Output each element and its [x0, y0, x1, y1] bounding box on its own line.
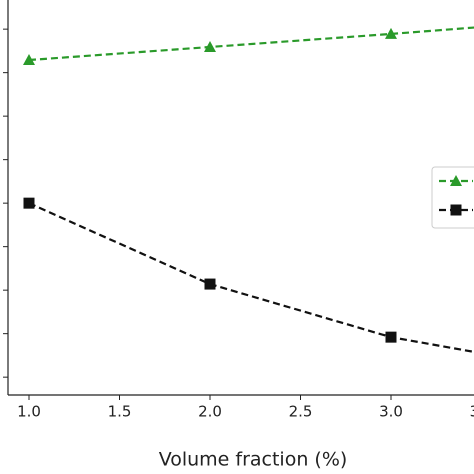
x-tick-label: 3.0: [379, 403, 403, 421]
legend-marker: [450, 175, 462, 186]
marker-square: [23, 197, 35, 209]
x-tick-label: 3.5: [470, 403, 474, 421]
series-line: [28, 26, 474, 62]
marker-triangle: [22, 54, 35, 66]
x-tick-label: 2.0: [198, 403, 222, 421]
legend-marker: [450, 204, 462, 216]
marker-triangle: [385, 27, 398, 39]
x-axis-title: Volume fraction (%): [159, 449, 348, 471]
marker-triangle: [203, 40, 216, 52]
marker-square: [204, 278, 216, 290]
x-tick-label: 2.5: [289, 403, 313, 421]
legend: [431, 166, 474, 229]
x-tick-label: 1.5: [108, 403, 132, 421]
series-line: [28, 202, 474, 354]
axes-frame: [7, 0, 474, 396]
x-tick-label: 1.0: [17, 403, 41, 421]
legend-frame: [431, 166, 474, 229]
marker-square: [385, 331, 397, 343]
